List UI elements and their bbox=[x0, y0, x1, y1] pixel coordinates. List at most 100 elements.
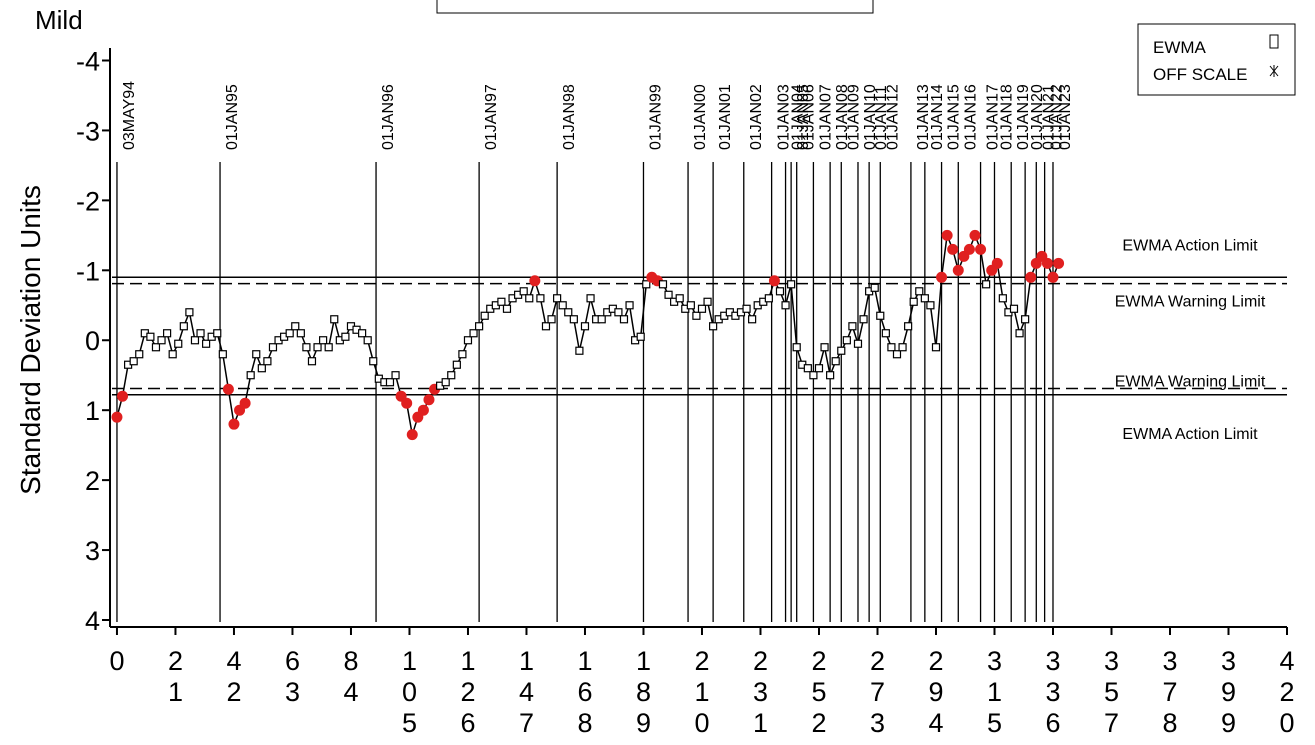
y-tick-label: 0 bbox=[85, 326, 100, 356]
point-highlight bbox=[969, 229, 981, 241]
reference-label: 01JAN04 bbox=[790, 84, 807, 150]
point-highlight bbox=[941, 229, 953, 241]
y-tick-label: 1 bbox=[85, 396, 100, 426]
y-tick-label: 3 bbox=[85, 536, 100, 566]
limit-label: EWMA Action Limit bbox=[1122, 237, 1258, 254]
point bbox=[664, 290, 673, 299]
reference-label: 01JAN18 bbox=[998, 84, 1015, 150]
point-highlight bbox=[963, 243, 975, 255]
legend-symbol bbox=[1269, 34, 1279, 49]
point-highlight bbox=[991, 257, 1003, 269]
point bbox=[497, 297, 506, 306]
point bbox=[146, 332, 155, 341]
point bbox=[904, 322, 913, 331]
reference-label: 03MAY94 bbox=[121, 81, 138, 150]
point bbox=[302, 343, 311, 352]
point bbox=[636, 332, 645, 341]
point bbox=[307, 357, 317, 366]
point-highlight bbox=[111, 411, 123, 423]
title-box bbox=[436, 0, 874, 14]
reference-label: 01JAN21 bbox=[1040, 84, 1057, 150]
point bbox=[703, 297, 712, 306]
reference-label: 01JAN07 bbox=[817, 84, 834, 150]
point bbox=[553, 294, 562, 303]
limit-label: EWMA Warning Limit bbox=[1115, 294, 1266, 311]
reference-label: 01JAN12 bbox=[884, 84, 901, 150]
point bbox=[296, 329, 305, 338]
y-tick-label: 4 bbox=[85, 606, 100, 636]
point bbox=[697, 304, 707, 313]
point bbox=[185, 308, 194, 317]
point-highlight bbox=[1025, 271, 1037, 283]
point bbox=[163, 329, 172, 338]
point bbox=[614, 308, 623, 317]
point bbox=[358, 329, 367, 338]
reference-label: 01JAN03 bbox=[776, 84, 793, 150]
point bbox=[870, 283, 879, 292]
point bbox=[257, 364, 266, 373]
point bbox=[541, 322, 551, 331]
point bbox=[775, 287, 785, 296]
point bbox=[792, 343, 801, 352]
point bbox=[291, 322, 300, 331]
legend-label: OFF SCALE bbox=[1153, 65, 1247, 84]
point-highlight bbox=[423, 394, 435, 406]
point-highlight bbox=[952, 264, 964, 276]
point bbox=[475, 322, 484, 331]
point bbox=[324, 343, 333, 352]
point bbox=[1009, 304, 1019, 313]
legend-symbol bbox=[1269, 65, 1279, 77]
point bbox=[151, 343, 161, 352]
point bbox=[876, 311, 885, 320]
point bbox=[580, 322, 590, 331]
point-highlight bbox=[401, 397, 413, 409]
point bbox=[809, 371, 818, 380]
point bbox=[853, 339, 863, 348]
point-highlight bbox=[529, 275, 541, 287]
point bbox=[915, 287, 924, 296]
point bbox=[319, 336, 328, 345]
point-highlight bbox=[975, 243, 987, 255]
point-highlight bbox=[936, 271, 948, 283]
point bbox=[642, 280, 651, 289]
point bbox=[452, 360, 461, 369]
point bbox=[263, 357, 272, 366]
point bbox=[202, 339, 211, 348]
y-tick-label: -1 bbox=[76, 256, 100, 286]
point bbox=[820, 343, 829, 352]
point bbox=[709, 322, 718, 331]
limit-label: EWMA Warning Limit bbox=[1115, 374, 1266, 391]
point bbox=[179, 322, 188, 331]
point bbox=[536, 294, 545, 303]
point bbox=[174, 339, 183, 348]
point bbox=[391, 371, 400, 380]
point bbox=[859, 315, 868, 324]
point-highlight bbox=[768, 275, 780, 287]
reference-label: 01JAN97 bbox=[483, 84, 500, 150]
point bbox=[586, 294, 595, 303]
point bbox=[619, 315, 629, 324]
y-tick-label: -2 bbox=[76, 186, 100, 216]
point bbox=[814, 364, 824, 373]
reference-label: 01JAN14 bbox=[929, 84, 946, 150]
point bbox=[625, 301, 634, 310]
point bbox=[547, 315, 556, 324]
point bbox=[458, 350, 467, 359]
point bbox=[658, 280, 668, 289]
reference-label: 01JAN16 bbox=[962, 84, 979, 150]
point bbox=[686, 301, 695, 310]
point bbox=[157, 336, 166, 345]
point bbox=[564, 308, 573, 317]
point bbox=[252, 350, 261, 359]
